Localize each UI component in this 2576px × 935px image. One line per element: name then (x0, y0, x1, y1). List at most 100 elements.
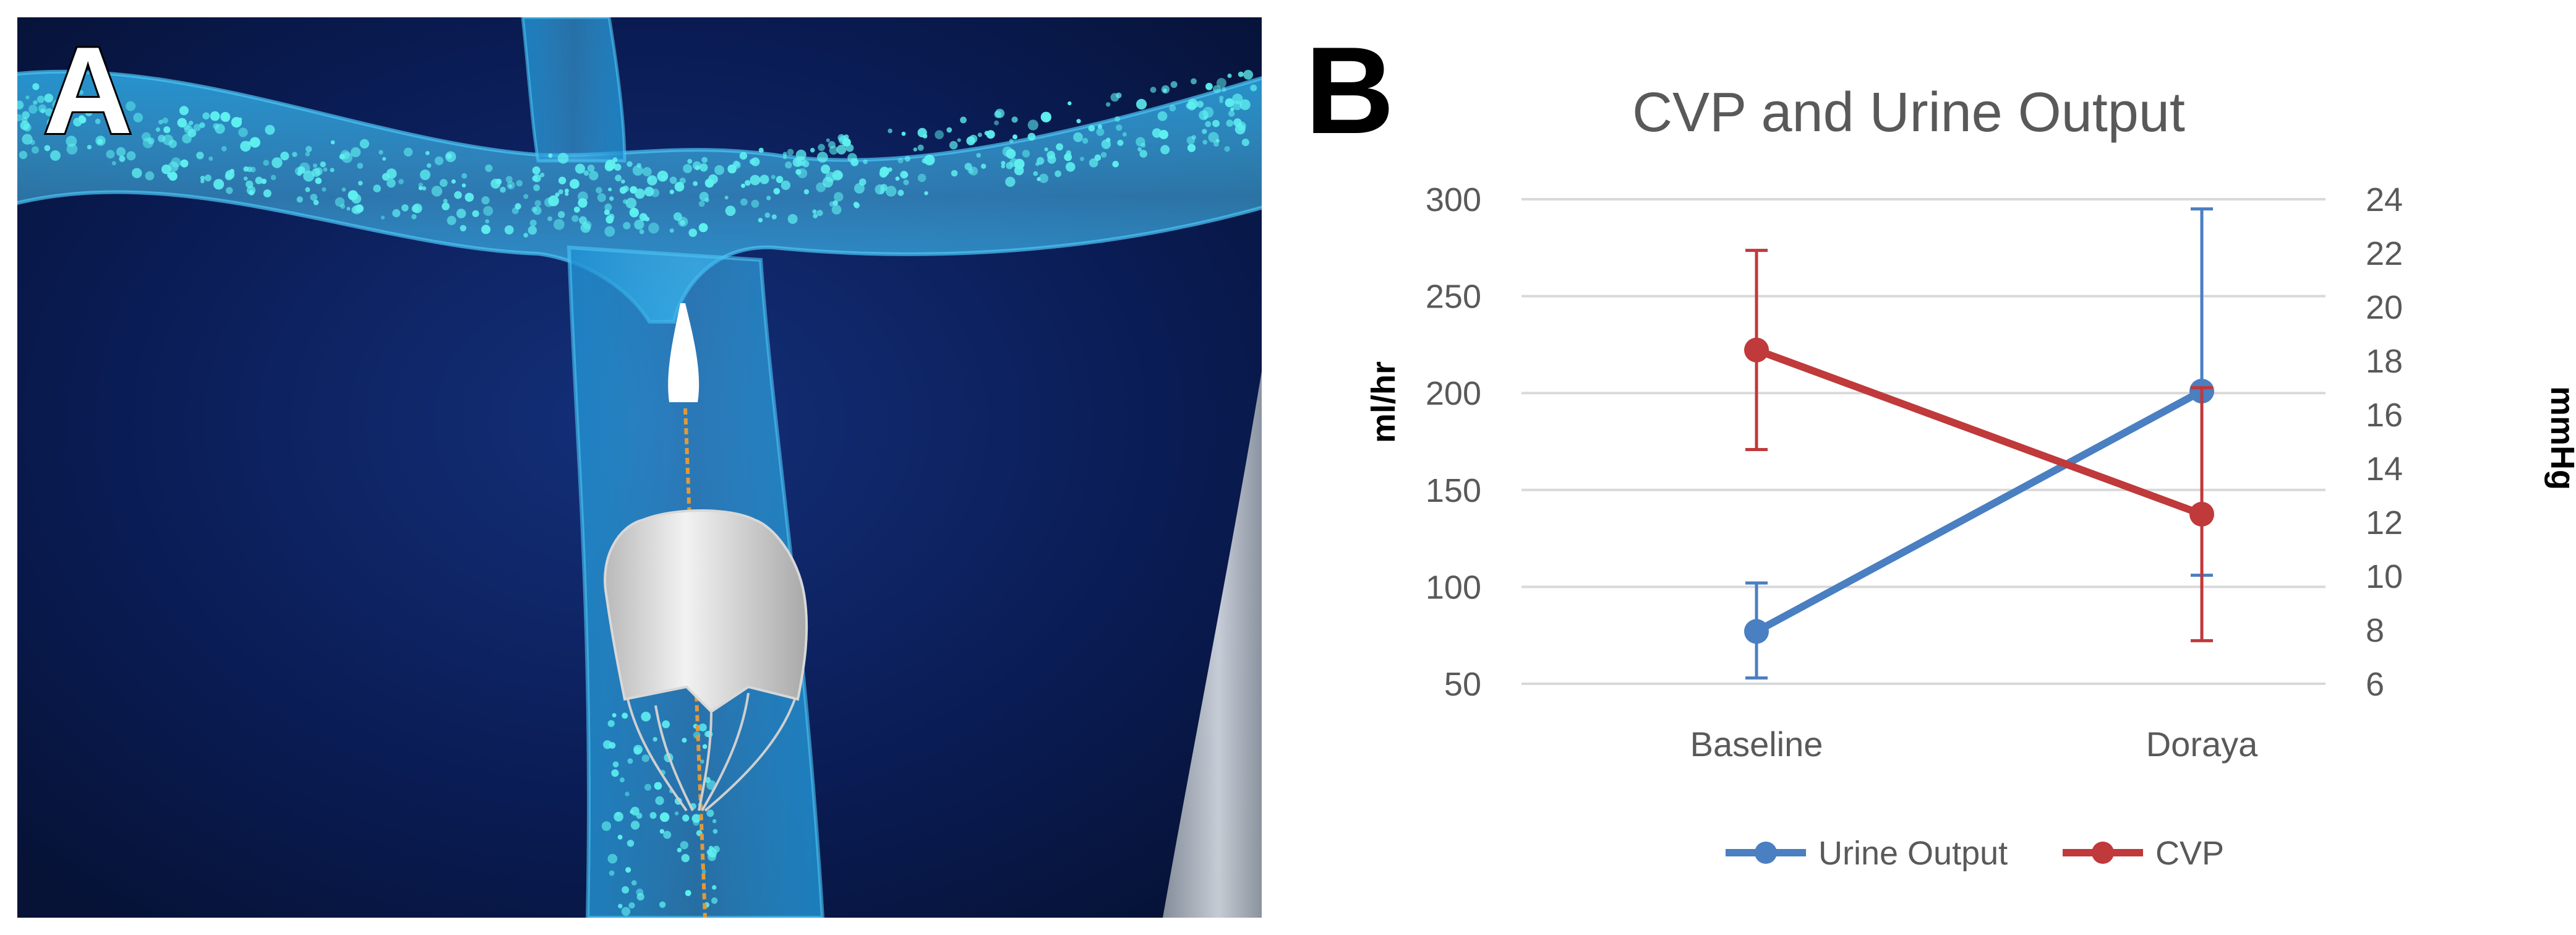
blood-particle (834, 171, 844, 180)
blood-particle (1202, 129, 1207, 134)
blood-particle (924, 191, 928, 196)
blood-particle (711, 897, 718, 904)
blood-particle (695, 165, 700, 171)
blood-particle (1159, 129, 1168, 139)
blood-particle (50, 150, 61, 161)
blood-particle (935, 130, 944, 139)
blood-particle (1243, 69, 1253, 80)
blood-particle (200, 179, 205, 184)
blood-particle (740, 198, 748, 206)
blood-particle (359, 139, 369, 149)
blood-particle (1219, 99, 1223, 103)
blood-particle (1115, 116, 1121, 122)
blood-particle (960, 116, 967, 124)
blood-particle (177, 118, 187, 127)
blood-particle (565, 192, 569, 196)
blood-particle (994, 120, 999, 126)
blood-particle (534, 200, 541, 207)
blood-particle (1089, 158, 1098, 168)
blood-particle (32, 146, 39, 154)
blood-particle (1035, 162, 1040, 166)
blood-particle (573, 206, 580, 213)
y-right-tick-label: 24 (2366, 181, 2403, 218)
blood-particle (1117, 139, 1124, 146)
blood-particle (691, 814, 701, 823)
blood-particle (617, 835, 623, 840)
blood-particle (425, 151, 430, 155)
blood-particle (897, 157, 904, 163)
blood-particle (532, 166, 541, 175)
blood-particle (1112, 160, 1119, 168)
blood-particle (1191, 78, 1197, 85)
series-cvp (1744, 249, 2214, 642)
blood-particle (1219, 95, 1224, 100)
blood-particle (1136, 137, 1145, 147)
blood-particle (240, 140, 251, 152)
blood-particle (382, 157, 387, 161)
blood-particle (708, 848, 717, 858)
blood-particle (126, 151, 136, 161)
legend-item: Urine Output (1726, 835, 2008, 872)
blood-particle (40, 108, 46, 114)
blood-particle (1037, 177, 1041, 181)
blood-particle (977, 132, 982, 137)
blood-particle (612, 713, 617, 718)
blood-particle (296, 196, 303, 203)
y-right-tick-label: 10 (2366, 558, 2403, 595)
blood-particle (1216, 78, 1226, 88)
blood-particle (630, 821, 640, 830)
blood-particle (380, 215, 385, 220)
blood-particle (202, 112, 210, 120)
blood-particle (817, 152, 828, 163)
blood-particle (621, 907, 631, 916)
blood-particle (310, 194, 318, 201)
blood-particle (456, 209, 466, 218)
blood-particle (431, 186, 442, 197)
x-tick-labels: Baseline Doraya (1690, 725, 2259, 764)
blood-particle (116, 116, 127, 126)
blood-particle (79, 90, 83, 95)
blood-particle (704, 178, 714, 188)
blood-particle (810, 147, 815, 153)
y-right-tick-label: 8 (2366, 612, 2384, 649)
blood-particle (387, 178, 396, 188)
blood-particle (110, 103, 116, 108)
blood-particle (570, 179, 580, 189)
blood-particle (133, 113, 143, 123)
blood-particle (669, 228, 674, 233)
blood-particle (184, 125, 194, 134)
blood-particle (447, 215, 456, 225)
blood-particle (483, 205, 494, 216)
blood-particle (418, 186, 423, 191)
blood-particle (1005, 176, 1016, 187)
blood-particle (292, 152, 297, 157)
blood-particle (445, 151, 456, 162)
blood-particle (249, 137, 260, 148)
blood-particle (669, 189, 675, 194)
blood-particle (785, 161, 792, 169)
blood-particle (167, 172, 173, 178)
blood-particle (1205, 121, 1212, 127)
blood-particle (418, 183, 424, 187)
blood-particle (1068, 101, 1072, 106)
panel-letter-a: A (43, 22, 132, 160)
blood-particle (651, 188, 660, 197)
blood-particle (632, 165, 643, 176)
blood-particle (674, 811, 679, 816)
blood-particle (812, 209, 817, 214)
blood-particle (117, 106, 122, 112)
blood-particle (654, 782, 662, 790)
blood-particle (608, 213, 615, 220)
blood-particle (220, 111, 231, 122)
blood-particle (357, 163, 364, 169)
blood-particle (631, 207, 637, 213)
blood-particle (641, 754, 650, 762)
blood-particle (615, 175, 622, 182)
blood-particle (622, 886, 630, 894)
blood-particle (403, 147, 413, 157)
blood-particle (306, 145, 312, 153)
blood-particle (196, 152, 204, 160)
blood-particle (422, 186, 427, 191)
blood-particle (558, 176, 567, 184)
blood-particle (17, 100, 24, 110)
